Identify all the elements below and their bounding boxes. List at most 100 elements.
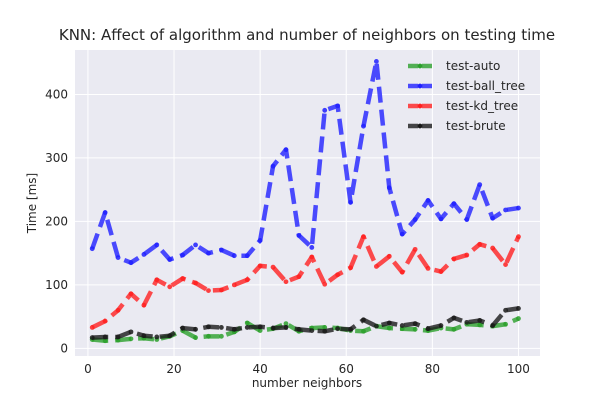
data-point [490, 245, 496, 251]
y-tick-label: 100 [45, 278, 68, 292]
data-point [141, 252, 147, 257]
legend-label: test-kd_tree [446, 99, 518, 113]
data-point [425, 326, 431, 332]
data-point [335, 103, 341, 109]
data-point [516, 305, 521, 311]
data-point [218, 247, 224, 253]
data-point [218, 287, 224, 293]
data-point [451, 201, 457, 207]
data-point [102, 338, 108, 344]
data-point [141, 333, 147, 339]
legend: test-auto test-ball_tree test-kd_tree test-… [408, 59, 525, 133]
y-tick-label: 0 [60, 341, 68, 355]
data-point [361, 317, 366, 323]
data-point [361, 123, 366, 129]
data-point [477, 322, 483, 328]
data-point [361, 328, 366, 334]
data-point [206, 333, 211, 339]
data-point [309, 245, 315, 250]
data-point [451, 256, 457, 262]
data-point [244, 320, 250, 326]
data-point [89, 246, 95, 252]
data-point [283, 325, 289, 330]
data-point [412, 246, 418, 252]
data-point [412, 321, 418, 327]
y-axis-title: Time [ms] [25, 173, 39, 235]
data-point [115, 255, 121, 260]
data-point [283, 147, 289, 153]
data-point [516, 234, 521, 240]
data-point [102, 210, 108, 215]
data-point [438, 269, 444, 274]
data-point [361, 234, 366, 240]
data-point [218, 333, 224, 339]
data-point [231, 326, 237, 332]
data-point [348, 326, 353, 332]
legend-marker [417, 83, 423, 89]
data-point [322, 328, 328, 334]
data-point [154, 277, 160, 283]
data-point [399, 231, 405, 237]
data-point [244, 277, 250, 283]
data-point [193, 326, 198, 332]
series-test-kd_tree [89, 234, 521, 330]
data-point [322, 281, 328, 287]
data-point [477, 318, 483, 323]
data-point [335, 326, 341, 332]
y-tick-label: 400 [45, 87, 68, 101]
data-point [438, 323, 444, 328]
data-point [373, 323, 379, 329]
data-point [490, 323, 496, 328]
data-point [89, 325, 95, 330]
data-point [425, 198, 431, 203]
legend-label: test-ball_tree [446, 79, 525, 93]
data-point [128, 336, 134, 342]
chart-title: KNN: Affect of algorithm and number of n… [59, 26, 555, 44]
data-point [218, 325, 224, 330]
data-point [516, 316, 521, 321]
legend-item: test-kd_tree [408, 99, 518, 113]
legend-marker [417, 103, 423, 109]
x-tick-label: 60 [339, 362, 354, 376]
data-point [296, 274, 302, 280]
series-line [90, 59, 519, 265]
legend-marker [417, 63, 423, 69]
data-point [464, 319, 470, 325]
data-point [348, 199, 353, 205]
legend-marker [417, 123, 423, 129]
data-point [283, 279, 289, 285]
legend-label: test-brute [446, 119, 506, 133]
data-point [296, 232, 302, 238]
data-point [322, 107, 328, 113]
data-point [270, 264, 276, 270]
data-point [386, 185, 392, 191]
data-point [399, 269, 405, 275]
legend-item: test-auto [408, 59, 500, 73]
data-point [296, 326, 302, 332]
data-point [412, 217, 418, 222]
data-point [516, 205, 521, 211]
data-point [412, 326, 418, 332]
data-point [154, 242, 160, 248]
data-point [193, 280, 198, 286]
data-point [257, 324, 263, 330]
data-point [89, 335, 95, 340]
x-tick-label: 40 [252, 362, 267, 376]
x-tick-label: 0 [84, 362, 92, 376]
data-point [193, 335, 198, 340]
data-point [180, 276, 186, 281]
data-point [373, 59, 379, 64]
series-test-ball_tree [89, 59, 521, 266]
data-point [244, 325, 250, 330]
data-point [115, 334, 121, 340]
data-point [231, 282, 237, 288]
data-point [335, 272, 341, 278]
data-point [206, 288, 211, 294]
data-point [309, 328, 315, 334]
legend-item: test-brute [408, 119, 506, 133]
data-point [167, 257, 173, 262]
data-point [193, 242, 198, 248]
x-axis-ticks: 0 20 40 60 80 100 [84, 362, 530, 376]
data-point [128, 329, 134, 335]
data-point [115, 307, 121, 313]
